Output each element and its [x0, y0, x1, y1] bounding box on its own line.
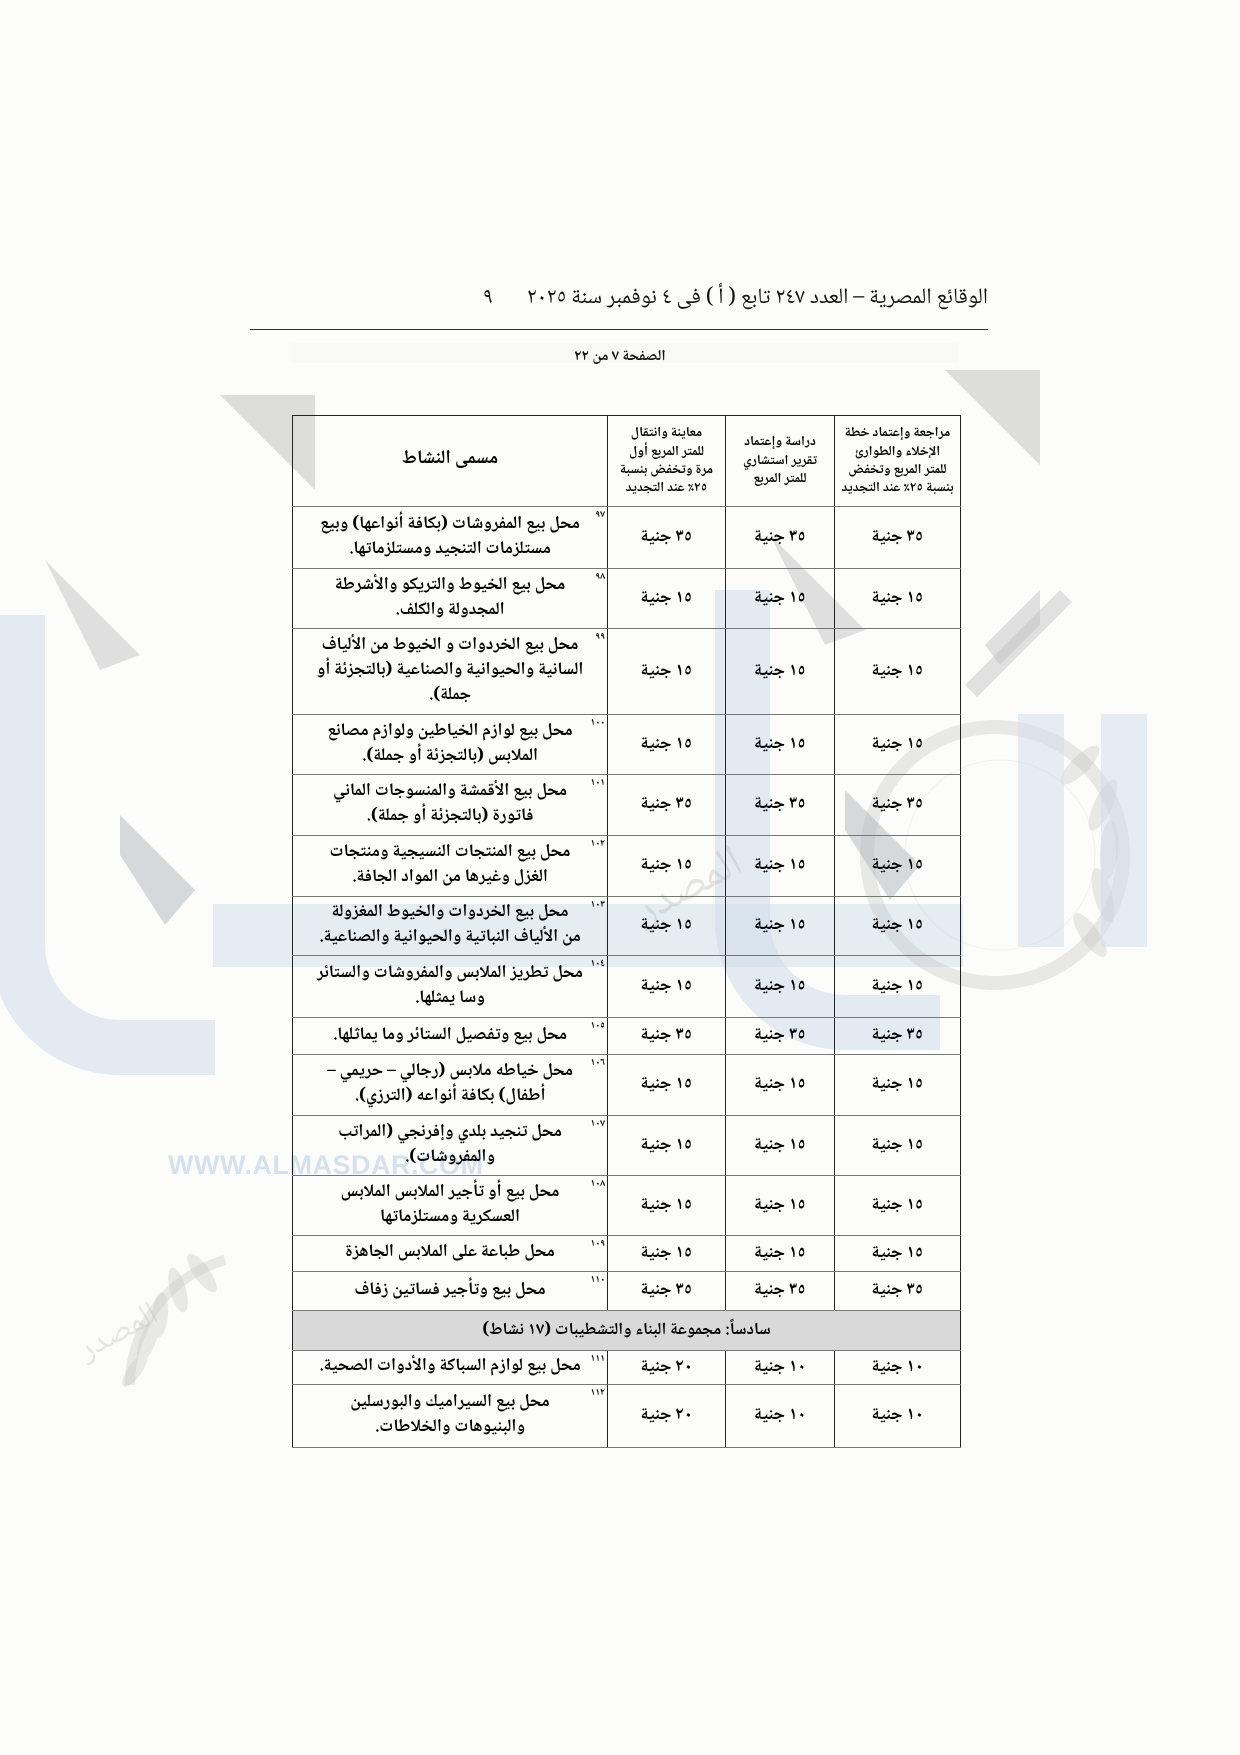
svg-text:المصدر: المصدر [67, 1288, 170, 1380]
